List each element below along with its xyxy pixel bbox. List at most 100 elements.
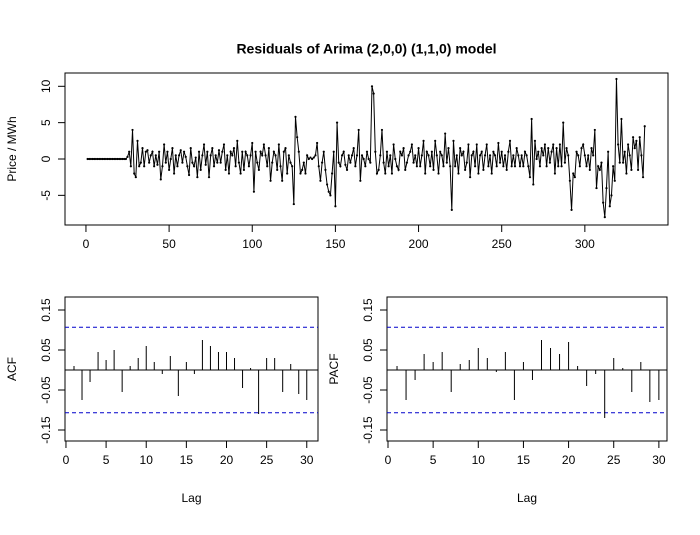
- data-point: [286, 172, 289, 175]
- data-point: [307, 157, 310, 161]
- x-tick-label: 15: [517, 453, 531, 467]
- data-point: [262, 143, 265, 146]
- data-point: [184, 155, 187, 158]
- data-point: [572, 172, 575, 175]
- data-point: [477, 172, 480, 175]
- data-point: [297, 150, 300, 153]
- x-tick-label: 200: [409, 237, 429, 251]
- data-point: [171, 146, 174, 150]
- data-point: [141, 146, 144, 150]
- data-point: [199, 168, 202, 171]
- x-tick-label: 50: [162, 237, 176, 251]
- data-point: [395, 165, 399, 168]
- data-point: [301, 168, 304, 171]
- x-tick-label: 0: [385, 453, 392, 467]
- data-point: [196, 176, 199, 179]
- data-point: [435, 154, 438, 157]
- data-point: [460, 154, 463, 157]
- data-point: [454, 165, 457, 168]
- data-point: [179, 149, 182, 152]
- data-point: [537, 150, 540, 153]
- data-point: [337, 161, 340, 164]
- data-point: [133, 172, 136, 175]
- data-point: [402, 146, 405, 150]
- data-point: [552, 143, 555, 146]
- data-point: [400, 154, 404, 157]
- data-point: [241, 150, 244, 153]
- data-point: [111, 157, 114, 161]
- data-point: [131, 128, 134, 132]
- data-point: [397, 168, 400, 171]
- data-point: [354, 165, 357, 168]
- data-point: [502, 165, 505, 168]
- data-point: [226, 154, 229, 157]
- data-point: [640, 154, 643, 157]
- data-point: [608, 205, 611, 208]
- data-point: [621, 161, 625, 164]
- data-point: [523, 150, 527, 153]
- data-point: [292, 202, 295, 206]
- data-point: [452, 139, 455, 142]
- data-point: [99, 157, 103, 161]
- y-tick-label: 0.05: [361, 338, 375, 362]
- data-point: [547, 146, 550, 150]
- data-point: [124, 157, 127, 161]
- data-point: [291, 165, 294, 168]
- data-point: [630, 168, 633, 171]
- data-point: [249, 154, 252, 157]
- data-point: [500, 150, 503, 153]
- data-point: [181, 161, 184, 164]
- data-point: [169, 157, 172, 161]
- data-point: [274, 154, 277, 157]
- data-point: [555, 146, 558, 150]
- data-point: [86, 157, 89, 161]
- data-point: [570, 208, 573, 211]
- data-point: [204, 163, 207, 166]
- data-point: [543, 143, 547, 146]
- data-point: [312, 156, 315, 159]
- data-point: [437, 172, 440, 175]
- data-point: [600, 161, 603, 164]
- data-point: [320, 161, 324, 164]
- data-point: [592, 154, 595, 157]
- data-point: [567, 154, 570, 157]
- data-point: [163, 143, 166, 146]
- data-point: [176, 165, 179, 168]
- data-point: [227, 172, 231, 175]
- data-point: [449, 165, 452, 168]
- data-point: [247, 165, 251, 168]
- y-tick-label: -0.15: [361, 416, 375, 444]
- x-tick-label: 100: [242, 237, 262, 251]
- data-point: [374, 150, 377, 153]
- data-point: [415, 165, 418, 168]
- data-point: [585, 165, 588, 168]
- data-point: [450, 208, 453, 211]
- y-tick-label: 5: [39, 119, 53, 126]
- data-point: [488, 154, 492, 157]
- data-point: [123, 157, 126, 161]
- data-point: [375, 172, 379, 175]
- data-point: [244, 150, 247, 153]
- data-point: [560, 165, 563, 168]
- data-point: [314, 154, 317, 157]
- data-point: [219, 161, 222, 164]
- data-point: [211, 146, 214, 150]
- data-point: [108, 157, 111, 161]
- data-point: [444, 132, 447, 135]
- data-point: [410, 143, 413, 146]
- data-point: [522, 165, 525, 168]
- data-point: [495, 165, 498, 168]
- data-point: [485, 143, 488, 146]
- data-point: [267, 146, 270, 150]
- data-point: [306, 154, 309, 157]
- data-point: [412, 161, 415, 164]
- x-tick-label: 300: [575, 237, 595, 251]
- data-point: [113, 157, 116, 161]
- x-tick-label: 20: [562, 453, 576, 467]
- data-point: [440, 154, 443, 157]
- x-tick-label: 0: [83, 237, 90, 251]
- data-point: [261, 154, 264, 157]
- data-point: [370, 85, 374, 88]
- data-point: [429, 165, 432, 168]
- data-point: [325, 183, 329, 186]
